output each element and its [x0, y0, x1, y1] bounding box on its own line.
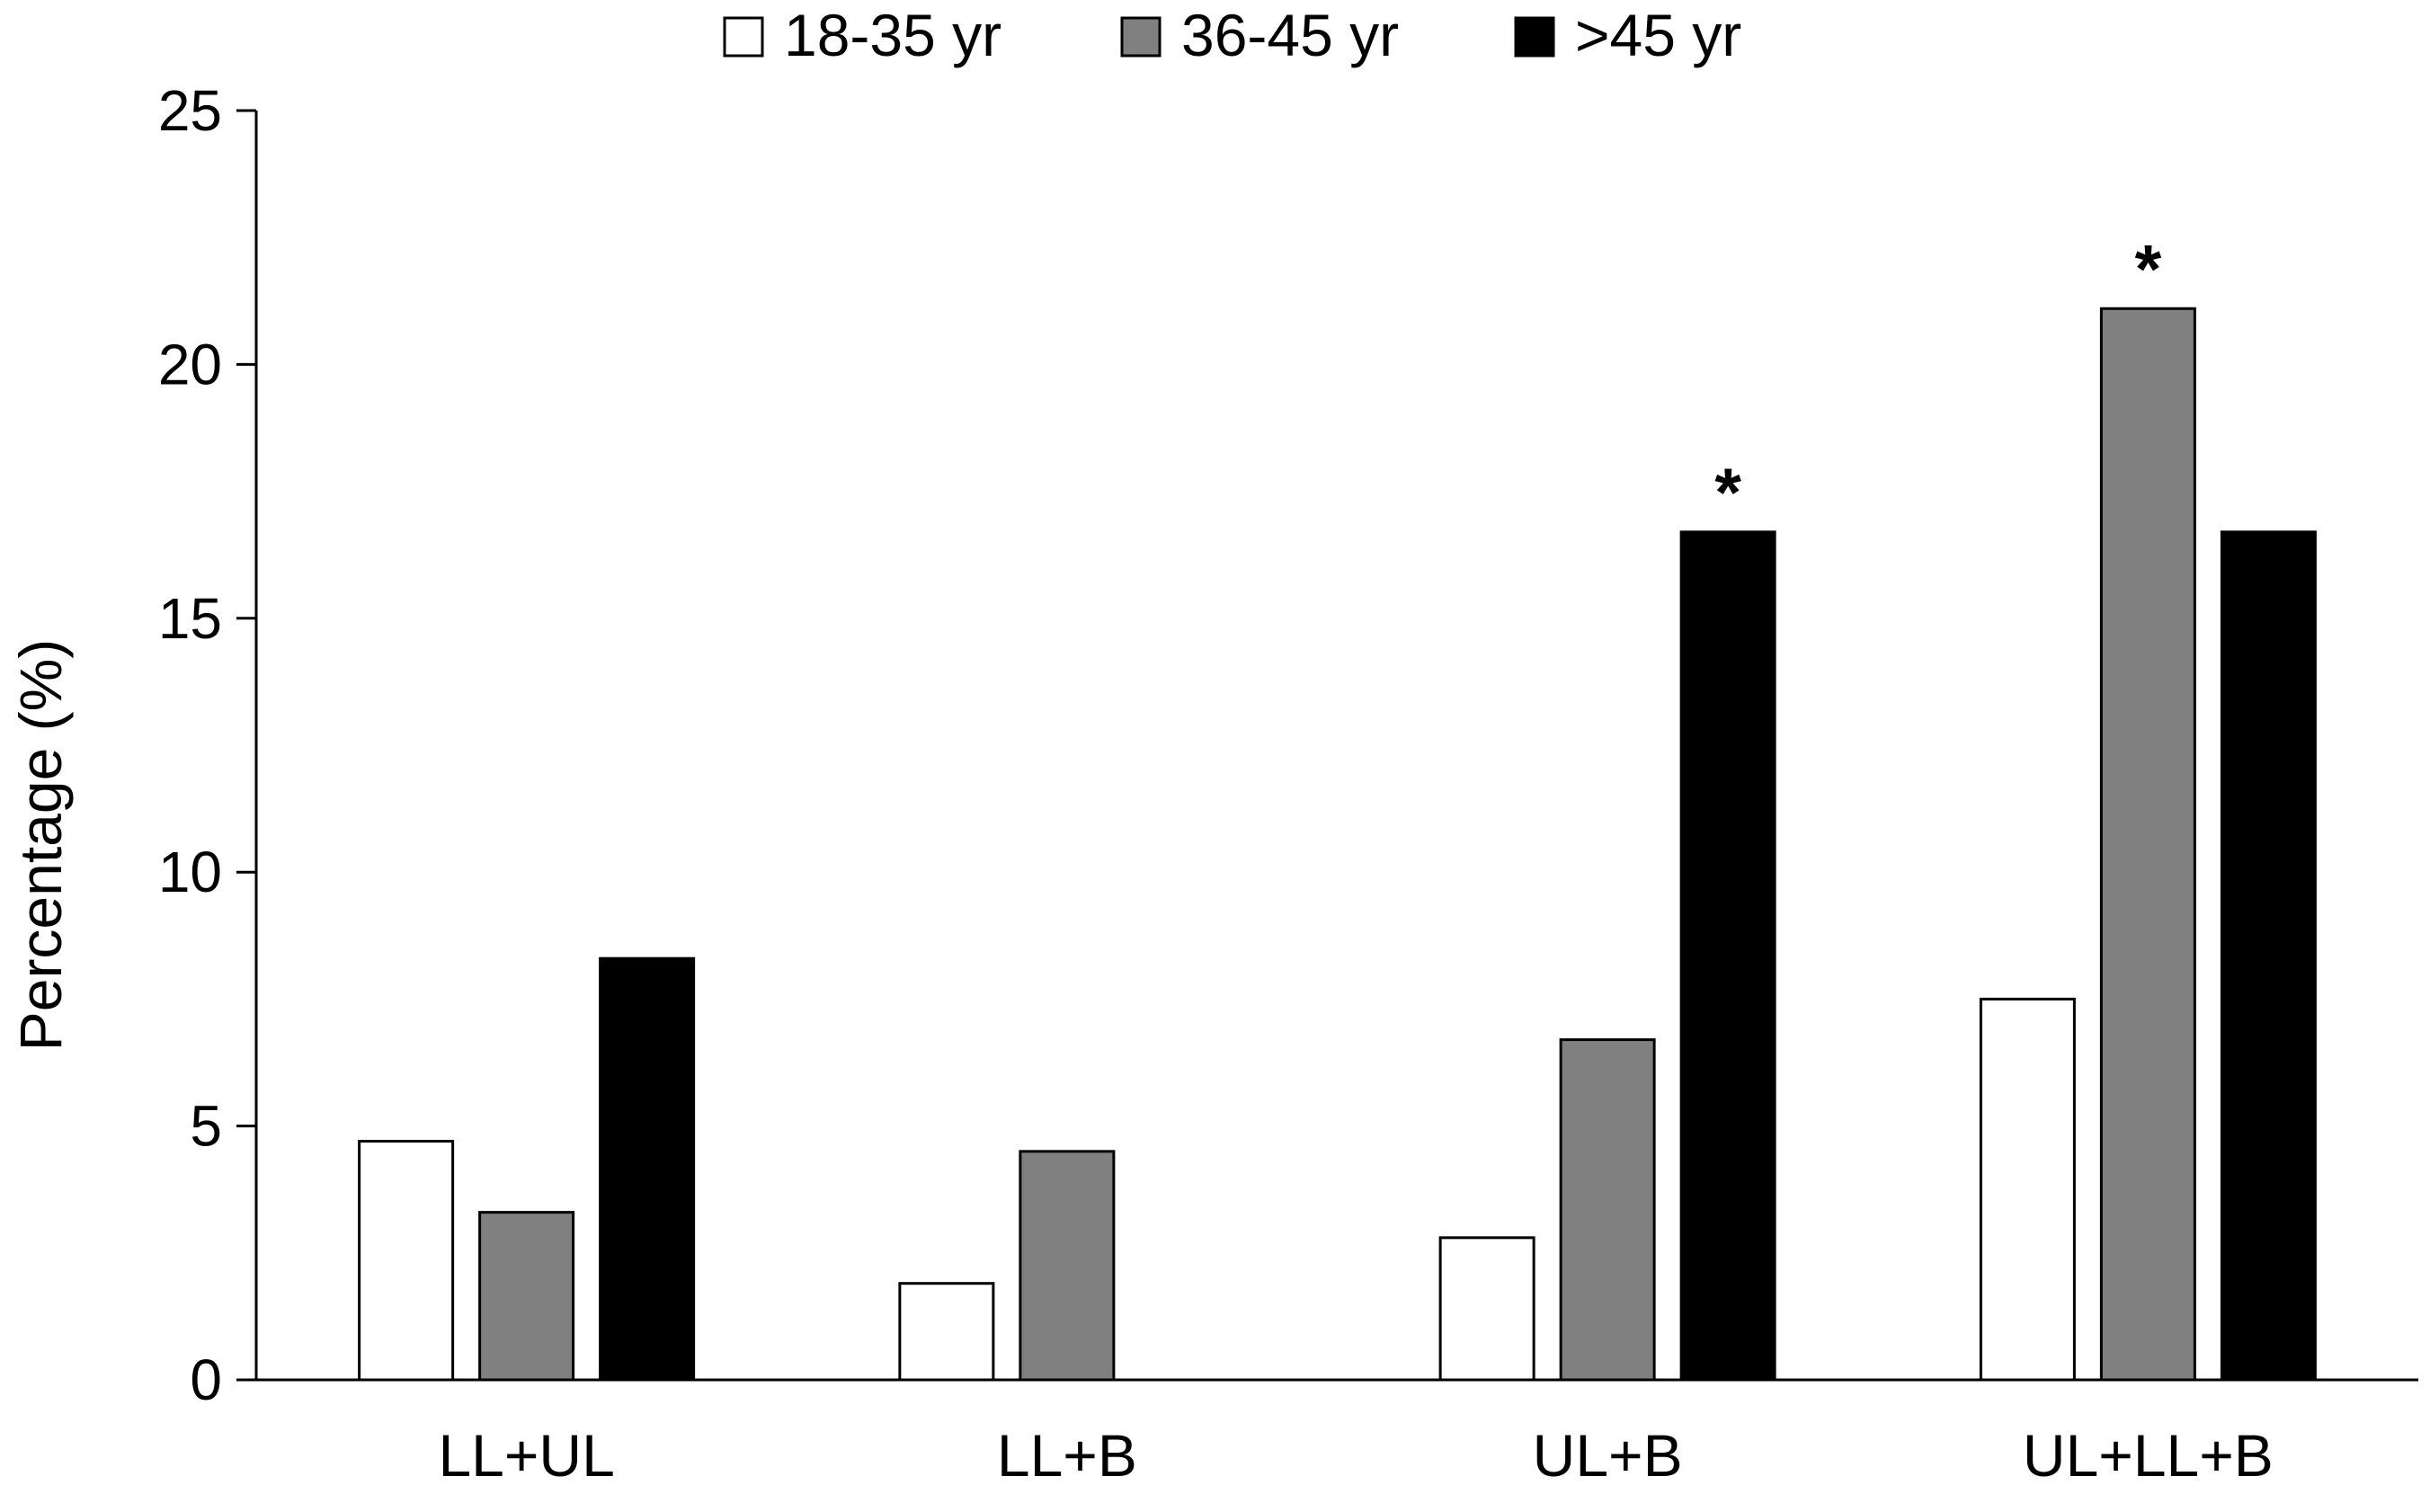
- x-axis: LL+UL LL+B UL+B UL+LL+B: [256, 1378, 2418, 1489]
- bars: [358, 307, 2317, 1382]
- y-tick-label: 0: [190, 1347, 222, 1412]
- bar: [1019, 1150, 1116, 1382]
- y-tick-label: 20: [158, 332, 222, 396]
- bar: [1679, 530, 1776, 1382]
- x-category-label: UL+LL+B: [2023, 1422, 2274, 1489]
- bar: [1438, 1236, 1535, 1382]
- annotations: **: [1714, 231, 2161, 531]
- x-category-label: UL+B: [1533, 1422, 1683, 1489]
- y-tick-label: 10: [158, 840, 222, 904]
- x-category-label: LL+B: [997, 1422, 1137, 1489]
- legend-label: 36-45 yr: [1181, 2, 1399, 68]
- bar: [1979, 997, 2076, 1382]
- bar: [599, 956, 696, 1382]
- bar: [358, 1140, 455, 1382]
- x-category-label: LL+UL: [438, 1422, 614, 1489]
- legend-swatch: [1514, 16, 1555, 58]
- y-axis-title: Percentage (%): [7, 639, 74, 1052]
- legend-swatch: [723, 16, 764, 58]
- y-axis: 0 5 10 15 20 25: [158, 78, 258, 1412]
- y-tick-label: 25: [158, 78, 222, 143]
- legend: 18-35 yr 36-45 yr >45 yr: [723, 2, 1741, 68]
- bar: [1559, 1038, 1656, 1382]
- bar: [2220, 530, 2317, 1382]
- bar: [2099, 307, 2196, 1382]
- legend-label: 18-35 yr: [784, 2, 1001, 68]
- legend-swatch: [1120, 16, 1162, 58]
- legend-label: >45 yr: [1575, 2, 1741, 68]
- significance-marker: *: [1714, 455, 1741, 531]
- significance-marker: *: [2135, 231, 2162, 307]
- bar: [898, 1282, 995, 1382]
- y-tick-label: 5: [190, 1094, 222, 1159]
- y-tick-label: 15: [158, 586, 222, 651]
- bar: [478, 1211, 575, 1382]
